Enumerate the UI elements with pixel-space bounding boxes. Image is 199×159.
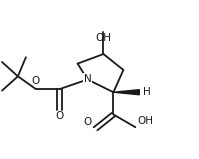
Text: O: O: [32, 76, 40, 86]
Text: OH: OH: [137, 116, 153, 126]
Polygon shape: [113, 90, 139, 95]
Text: N: N: [84, 75, 91, 84]
Text: OH: OH: [96, 33, 111, 43]
Text: H: H: [143, 87, 151, 97]
Text: O: O: [56, 111, 64, 121]
Text: O: O: [83, 117, 92, 127]
